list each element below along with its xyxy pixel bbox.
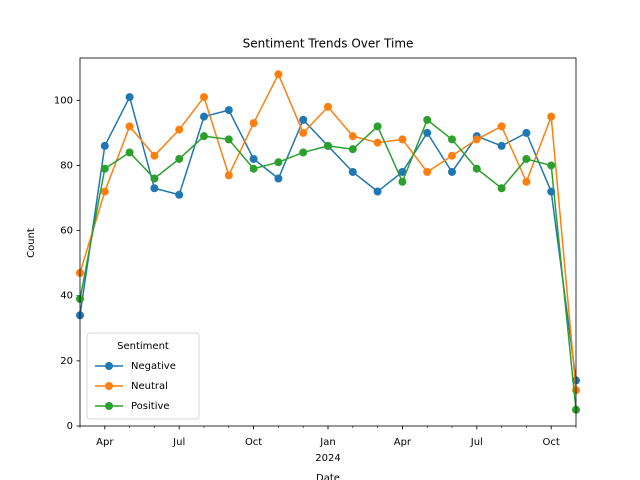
data-point xyxy=(299,148,308,157)
data-point xyxy=(125,148,134,157)
y-tick-label: 0 xyxy=(67,421,73,432)
data-point xyxy=(274,158,283,167)
data-point xyxy=(150,151,159,160)
data-point xyxy=(200,112,208,121)
data-point xyxy=(348,145,357,154)
data-point xyxy=(497,184,506,193)
data-point xyxy=(249,154,258,163)
data-point xyxy=(497,122,506,131)
data-point xyxy=(522,128,531,137)
data-point xyxy=(224,171,233,180)
data-point xyxy=(348,167,357,176)
data-point xyxy=(448,135,456,144)
data-point xyxy=(373,122,382,131)
data-point xyxy=(373,187,382,196)
legend-label: Neutral xyxy=(131,381,168,392)
x-axis-label: Date xyxy=(316,473,340,480)
x-tick-label: Apr xyxy=(96,437,114,448)
data-point xyxy=(125,122,134,131)
data-point xyxy=(324,102,332,111)
data-point xyxy=(398,135,407,144)
data-point xyxy=(423,167,432,176)
data-point xyxy=(398,167,407,176)
data-point xyxy=(448,151,456,160)
legend-title: Sentiment xyxy=(117,341,169,352)
data-point xyxy=(100,141,109,150)
data-point xyxy=(448,167,456,176)
data-point xyxy=(398,177,407,186)
data-point xyxy=(522,177,531,186)
x-tick-label: Jan xyxy=(319,437,335,448)
y-axis-label: Count xyxy=(26,228,37,258)
x-tick-label: Jul xyxy=(470,437,483,448)
legend-marker xyxy=(105,362,113,370)
y-tick-label: 100 xyxy=(54,95,73,106)
x-tick-year: 2024 xyxy=(315,453,340,464)
data-point xyxy=(150,174,159,183)
x-tick-label: Oct xyxy=(543,437,560,448)
legend-label: Positive xyxy=(131,401,170,412)
data-point xyxy=(224,106,233,115)
y-tick-label: 20 xyxy=(60,356,73,367)
y-tick-label: 60 xyxy=(60,226,73,237)
data-point xyxy=(299,128,308,137)
data-point xyxy=(373,138,382,147)
data-point xyxy=(547,161,556,170)
data-point xyxy=(522,154,531,163)
data-point xyxy=(200,132,208,141)
data-point xyxy=(423,115,432,124)
data-point xyxy=(150,184,159,193)
plot-frame xyxy=(79,57,577,427)
data-point xyxy=(175,125,184,134)
data-point xyxy=(423,128,432,137)
legend-label: Negative xyxy=(131,361,176,372)
data-point xyxy=(299,115,308,124)
data-point xyxy=(249,164,258,173)
data-point xyxy=(175,190,184,199)
data-point xyxy=(348,132,357,141)
x-tick-label: Apr xyxy=(394,437,412,448)
x-tick-label: Jul xyxy=(172,437,185,448)
data-point xyxy=(497,141,506,150)
data-point xyxy=(324,141,332,150)
legend-box xyxy=(86,332,200,420)
data-point xyxy=(249,119,258,128)
data-point xyxy=(175,154,184,163)
data-point xyxy=(125,93,134,102)
data-point xyxy=(200,93,208,102)
data-point xyxy=(547,112,556,121)
y-tick-label: 40 xyxy=(60,291,73,302)
data-point xyxy=(274,70,283,79)
data-point xyxy=(100,187,109,196)
data-point xyxy=(224,135,233,144)
y-tick-label: 80 xyxy=(60,160,73,171)
legend-marker xyxy=(105,402,113,410)
data-point xyxy=(100,164,109,173)
legend-marker xyxy=(105,382,113,390)
x-tick-label: Oct xyxy=(245,437,262,448)
data-point xyxy=(472,164,481,173)
data-point xyxy=(472,135,481,144)
data-point xyxy=(274,174,283,183)
chart-title: Sentiment Trends Over Time xyxy=(243,37,414,51)
